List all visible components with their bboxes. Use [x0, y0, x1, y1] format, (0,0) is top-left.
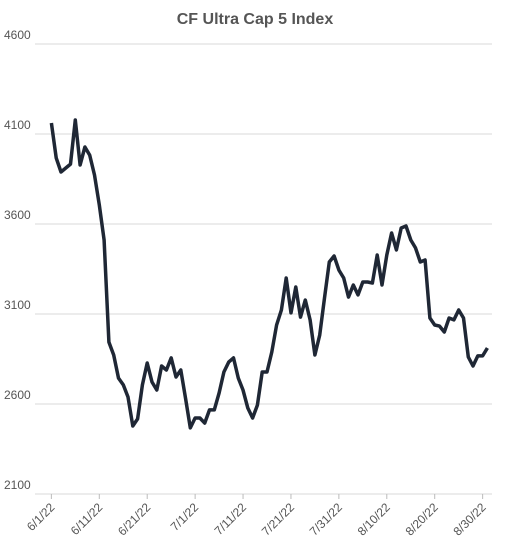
x-tick-label: 6/1/22 — [24, 500, 58, 534]
line — [49, 118, 489, 430]
x-tick-label: 7/21/22 — [259, 500, 297, 538]
x-tick-label: 7/31/22 — [307, 500, 345, 538]
y-tick-label: 3100 — [4, 298, 31, 312]
x-tick-label: 6/11/22 — [68, 500, 106, 538]
chart-title: CF Ultra Cap 5 Index — [177, 11, 334, 28]
y-tick-label: 4100 — [4, 118, 31, 132]
x-tick-label: 6/21/22 — [115, 500, 153, 538]
y-tick-label: 2600 — [4, 388, 31, 402]
x-tick-label: 8/20/22 — [403, 500, 441, 538]
y-tick-label: 3600 — [4, 208, 31, 222]
x-tick-label: 8/10/22 — [355, 500, 393, 538]
x-tick-label: 7/1/22 — [168, 500, 202, 534]
x-tick-label: 8/30/22 — [451, 500, 489, 538]
y-tick-label: 4600 — [4, 28, 31, 42]
x-tick-label: 7/11/22 — [212, 500, 250, 538]
y-tick-label: 2100 — [4, 478, 31, 492]
